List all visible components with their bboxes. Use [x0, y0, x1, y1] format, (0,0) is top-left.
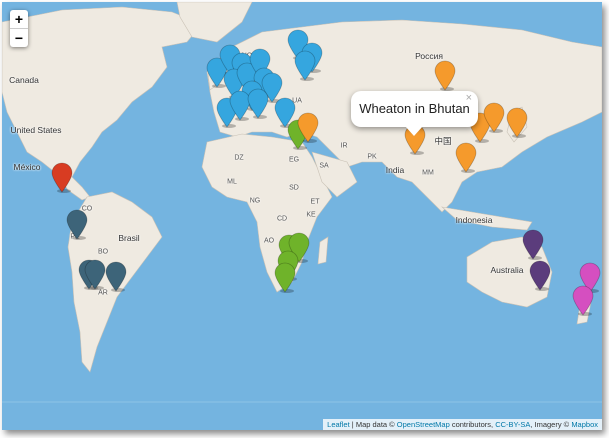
label-ml: ML: [227, 178, 237, 186]
marker-popup: Wheaton in Bhutan ×: [351, 91, 478, 136]
marker-southamerica-4[interactable]: [105, 261, 127, 292]
label-pk: PK: [367, 153, 377, 161]
label-pe: PE: [70, 234, 79, 241]
label-co: CO: [81, 205, 93, 213]
label-brasil: Brasil: [118, 233, 140, 243]
attribution-contrib: contributors,: [449, 420, 496, 429]
popup-close-button[interactable]: ×: [465, 92, 472, 104]
popup-tip: [405, 126, 423, 136]
label-bo: BO: [97, 248, 109, 256]
marker-newzealand[interactable]: [572, 285, 594, 316]
label-china: 中国: [434, 136, 452, 146]
marker-northamerica-red[interactable]: [51, 162, 73, 193]
label-cd: CD: [276, 215, 288, 223]
mapbox-link[interactable]: Mapbox: [571, 420, 598, 429]
label-ng: NG: [249, 197, 261, 205]
marker-europe[interactable]: [247, 88, 269, 119]
label-indonesia: Indonesia: [455, 215, 493, 225]
license-link[interactable]: CC-BY-SA: [495, 420, 531, 429]
zoom-control: + −: [10, 10, 28, 47]
marker-australia[interactable]: [529, 260, 551, 291]
marker-europe[interactable]: [229, 90, 251, 121]
label-ua: UA: [292, 97, 302, 105]
marker-europe[interactable]: [206, 57, 228, 88]
zoom-in-button[interactable]: +: [10, 10, 28, 29]
attribution-sep: | Map data ©: [349, 420, 397, 429]
label-eg: EG: [288, 156, 300, 164]
attribution-imagery: , Imagery ©: [530, 420, 572, 429]
label-ke: KE: [306, 211, 316, 219]
label-united-states: United States: [10, 125, 62, 135]
label-mexico: México: [13, 162, 41, 172]
label-mm: MM: [422, 169, 434, 177]
marker-asia[interactable]: [506, 107, 528, 138]
label-australia: Australia: [490, 265, 524, 275]
label-sd: SD: [289, 184, 299, 192]
label-ao: AO: [263, 237, 275, 245]
attribution-bar: Leaflet | Map data © OpenStreetMap contr…: [323, 419, 602, 430]
label-et: ET: [310, 198, 320, 206]
label-ir: IR: [340, 142, 348, 150]
zoom-out-button[interactable]: −: [14, 30, 24, 46]
marker-australia[interactable]: [522, 229, 544, 260]
leaflet-link[interactable]: Leaflet: [327, 420, 350, 429]
osm-link[interactable]: OpenStreetMap: [396, 420, 450, 429]
label-ar: AR: [98, 289, 108, 297]
label-sa: SA: [319, 162, 329, 170]
marker-southamerica-3[interactable]: [84, 259, 106, 290]
marker-southamerica-1[interactable]: [66, 209, 88, 240]
label-rossiya: Россия: [415, 51, 443, 61]
marker-africa[interactable]: [274, 262, 296, 293]
marker-asia[interactable]: [297, 112, 319, 143]
marker-europe[interactable]: [294, 50, 316, 81]
world-map[interactable]: Canada United States México Brasil Росси…: [2, 2, 602, 430]
label-dz: DZ: [234, 154, 244, 162]
popup-text: Wheaton in Bhutan: [359, 101, 470, 116]
label-canada: Canada: [9, 75, 39, 85]
label-india: India: [385, 165, 405, 175]
marker-asia[interactable]: [483, 102, 505, 133]
marker-asia[interactable]: [434, 60, 456, 91]
marker-asia[interactable]: [455, 142, 477, 173]
